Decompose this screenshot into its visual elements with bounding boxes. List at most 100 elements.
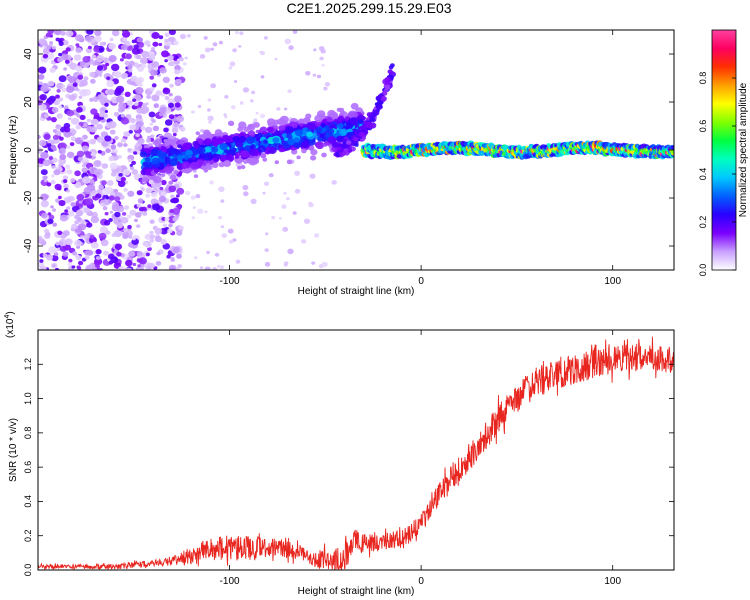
spectrogram-cell <box>149 69 158 76</box>
spectrogram-cell <box>149 219 155 224</box>
spectrogram-cell <box>224 115 228 119</box>
spectrogram-cell <box>307 123 316 130</box>
spectrogram-cell <box>111 63 120 72</box>
spectrogram-cell <box>115 85 125 94</box>
spectrogram-cell <box>58 200 66 207</box>
spectrogram-cell <box>224 95 229 99</box>
spectrogram-cell <box>82 176 91 184</box>
spectrogram-cell <box>281 133 288 139</box>
spectrogram-cell <box>39 259 44 263</box>
spectrogram-cell <box>66 109 75 117</box>
spectrogram-cell <box>273 125 279 129</box>
spectrogram-cell <box>68 76 77 84</box>
spectrogram-cell <box>144 161 153 168</box>
spectrogram-cell <box>99 112 105 118</box>
spectrogram-cell <box>176 187 185 195</box>
spectrogram-cell <box>210 47 215 51</box>
spectrogram-cell <box>137 66 144 73</box>
x-tick-label: 0 <box>418 276 424 287</box>
spectrogram-cell <box>81 167 88 173</box>
spectrogram-cell <box>238 45 242 48</box>
spectrogram-cell <box>144 40 151 46</box>
spectrogram-cell <box>208 120 212 124</box>
spectrogram-cell <box>303 218 311 224</box>
spectrogram-cell <box>128 60 135 66</box>
spectrogram-cell <box>61 87 67 93</box>
spectrogram-cell <box>310 155 317 161</box>
spectrogram-cell <box>218 40 223 45</box>
spectrogram-cell <box>77 74 84 80</box>
spectrogram-cell <box>319 133 324 138</box>
spectrogram-cell <box>249 145 255 150</box>
spectrogram-cell <box>145 193 151 198</box>
spectrogram-cell <box>168 180 174 185</box>
spectrogram-cell <box>126 100 133 106</box>
spectrogram-cell <box>216 137 225 145</box>
spectrogram-cell <box>181 161 191 170</box>
spectrogram-cell <box>117 142 123 148</box>
spectrogram-cell <box>331 141 339 148</box>
spectrogram-cell <box>338 123 344 128</box>
spectrogram-cell <box>96 189 103 194</box>
spectrogram-cell <box>247 124 253 130</box>
spectrogram-cell <box>102 206 108 211</box>
spectrogram-cell <box>287 248 294 255</box>
spectrogram-cell <box>245 136 255 145</box>
spectrogram-cell <box>78 200 83 204</box>
spectrogram-cell <box>278 125 285 131</box>
spectrogram-cell <box>190 195 196 200</box>
spectrogram-cell <box>40 85 49 93</box>
spectrogram-cell <box>137 198 144 204</box>
spectrogram-cell <box>46 182 52 187</box>
spectrogram-cell <box>176 253 182 259</box>
spectrogram-cell <box>262 191 266 195</box>
spectrogram-cell <box>98 73 103 77</box>
spectrogram-cell <box>162 223 168 228</box>
spectrogram-cell <box>125 53 132 60</box>
spectrogram-panel: -100 0 100 -40 -20 0 20 40 Height of straight … <box>8 29 675 297</box>
spectrogram-cell <box>299 122 304 127</box>
colorbar-ticks: 0.0 0.2 0.4 0.6 0.8 <box>698 72 736 276</box>
spectrogram-cell <box>55 94 60 99</box>
spectrogram-cell <box>265 146 271 151</box>
y-tick-label: 20 <box>23 96 34 108</box>
spectrogram-cell <box>108 55 117 63</box>
spectrogram-cell <box>139 151 148 158</box>
spectrogram-cell <box>138 82 143 87</box>
spectrogram-cell <box>74 239 82 247</box>
x-tick-label: -100 <box>220 276 240 287</box>
spectrogram-cell <box>49 67 56 73</box>
spectrogram-cell <box>281 204 287 209</box>
spectrogram-cell <box>165 167 173 174</box>
spectrogram-cell <box>38 74 45 80</box>
spectrogram-cell <box>52 129 58 133</box>
spectrogram-cell <box>95 54 105 63</box>
spectrogram-cell <box>51 254 59 262</box>
spectrogram-cell <box>207 108 211 112</box>
y-tick-label: 0.6 <box>23 461 33 474</box>
spectrogram-cell <box>149 230 154 235</box>
spectrogram-cell <box>151 150 158 156</box>
x-tick-label: 0 <box>418 576 424 587</box>
spectrogram-cell <box>260 152 267 159</box>
spectrogram-cell <box>164 119 173 126</box>
spectrogram-cell <box>69 142 75 147</box>
spectrogram-cell <box>42 159 51 167</box>
spectrogram-cell <box>56 89 61 93</box>
spectrogram-cell <box>58 41 64 47</box>
spectrogram-cell <box>204 47 211 53</box>
spectrogram-cell <box>161 173 166 178</box>
spectrogram-cell <box>126 45 133 51</box>
y-tick-label: 1.0 <box>23 392 33 405</box>
spectrogram-cell <box>313 48 317 52</box>
y-tick-label: 0.8 <box>23 427 33 440</box>
spectrogram-cell <box>114 136 119 140</box>
spectrogram-cell <box>172 197 180 204</box>
spectrogram-cell <box>253 118 258 123</box>
spectrogram-cell <box>104 212 109 216</box>
spectrogram-cell <box>212 267 217 270</box>
spectrogram-cell <box>138 257 147 265</box>
spectrogram-cell <box>103 220 111 226</box>
spectrogram-cell <box>168 102 174 108</box>
spectrogram-cell <box>128 250 136 257</box>
